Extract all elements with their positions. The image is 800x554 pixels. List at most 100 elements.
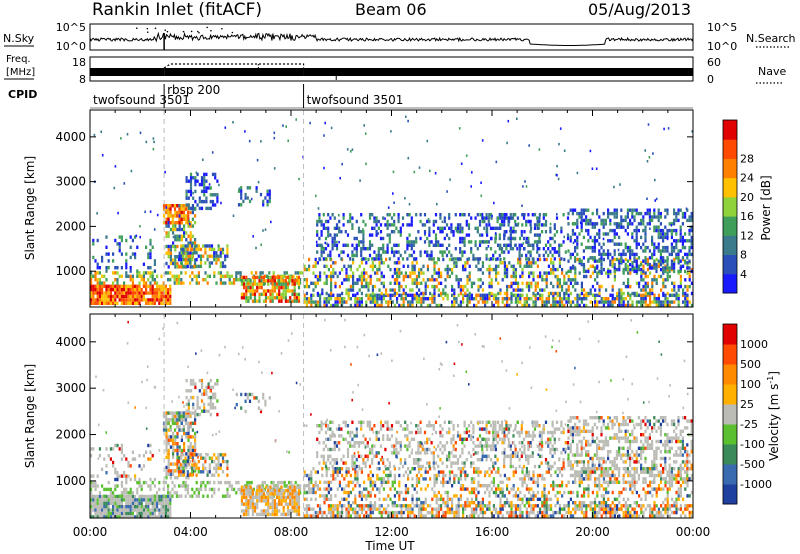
data-speck <box>424 233 426 237</box>
data-cell <box>349 504 352 508</box>
data-cell <box>352 257 355 262</box>
data-cell <box>338 271 341 275</box>
data-cell <box>415 236 418 241</box>
data-cell <box>558 293 561 297</box>
data-cell <box>671 288 674 292</box>
data-cell <box>400 303 403 308</box>
data-cell <box>635 232 638 236</box>
data-cell <box>149 477 152 482</box>
data-cell <box>666 278 669 282</box>
data-cell <box>563 293 566 297</box>
data-cell <box>178 234 181 238</box>
data-cell <box>153 301 156 305</box>
data-cell <box>620 208 623 212</box>
data-cell <box>125 259 128 263</box>
data-cell <box>631 235 634 240</box>
data-cell <box>611 264 614 268</box>
data-cell <box>391 293 394 297</box>
data-cell <box>120 474 123 478</box>
data-cell <box>591 271 594 275</box>
data-cell <box>125 284 128 288</box>
data-cell <box>448 236 451 241</box>
data-cell <box>136 271 139 275</box>
data-cell <box>251 282 254 286</box>
data-cell <box>253 502 257 506</box>
data-cell <box>180 418 183 422</box>
data-speck <box>538 227 540 230</box>
data-cell <box>486 297 489 301</box>
data-cell <box>331 213 334 217</box>
data-cell <box>251 495 254 500</box>
cpid-segment-label: rbsp 200 <box>167 83 220 97</box>
data-cell <box>450 226 453 230</box>
data-cell <box>477 300 480 304</box>
data-cell <box>138 505 141 509</box>
data-cell <box>362 233 365 237</box>
data-cell <box>228 278 231 282</box>
data-cell <box>431 510 434 515</box>
data-cell <box>376 297 379 301</box>
freq-band <box>303 68 693 76</box>
data-cell <box>275 502 279 506</box>
data-cell <box>467 213 471 217</box>
data-cell <box>489 247 493 251</box>
data-cell <box>409 293 412 297</box>
data-cell <box>375 253 378 258</box>
data-cell <box>615 242 618 246</box>
data-cell <box>275 275 279 280</box>
data-cell <box>151 454 154 458</box>
data-cell <box>402 504 405 508</box>
data-cell <box>258 492 261 496</box>
data-cell <box>194 182 197 187</box>
data-cell <box>470 293 473 297</box>
data-cell <box>398 274 401 279</box>
data-cell <box>295 296 298 300</box>
data-cell <box>514 243 517 247</box>
data-cell <box>547 293 550 297</box>
data-cell <box>662 293 665 297</box>
data-cell <box>185 176 188 180</box>
data-cell <box>545 271 548 275</box>
data-cell <box>107 501 110 505</box>
data-cell <box>534 300 537 304</box>
data-cell <box>125 238 128 243</box>
data-cell <box>145 271 148 275</box>
data-cell <box>600 222 603 226</box>
data-cell <box>316 278 319 282</box>
data-cell <box>191 466 194 471</box>
data-cell <box>184 257 187 262</box>
data-cell <box>631 211 634 216</box>
data-cell <box>521 223 524 227</box>
data-cell <box>604 232 607 236</box>
data-cell <box>193 274 196 278</box>
data-cell <box>283 480 286 485</box>
data-speck <box>617 248 620 252</box>
data-cell <box>613 242 616 246</box>
data-cell <box>153 269 156 273</box>
data-cell <box>295 512 298 517</box>
data-cell <box>459 288 462 292</box>
data-cell <box>466 281 469 285</box>
data-cell <box>134 477 137 482</box>
data-cell <box>675 245 678 250</box>
data-cell <box>512 281 515 285</box>
data-cell <box>367 297 370 301</box>
data-cell <box>410 216 413 220</box>
data-cell <box>426 250 429 254</box>
data-cell <box>246 186 249 190</box>
data-cell <box>539 274 542 279</box>
data-cell <box>488 274 491 279</box>
data-cell <box>653 245 656 250</box>
data-cell <box>171 487 174 492</box>
data-cell <box>393 504 396 508</box>
data-cell <box>197 453 200 457</box>
data-cell <box>611 211 614 216</box>
data-cell <box>653 274 656 279</box>
data-cell <box>175 274 178 278</box>
data-cell <box>291 282 294 286</box>
data-cell <box>378 278 381 282</box>
data-cell <box>329 253 332 258</box>
data-cell <box>177 463 181 467</box>
data-cell <box>314 284 317 289</box>
data-cell <box>476 226 479 230</box>
